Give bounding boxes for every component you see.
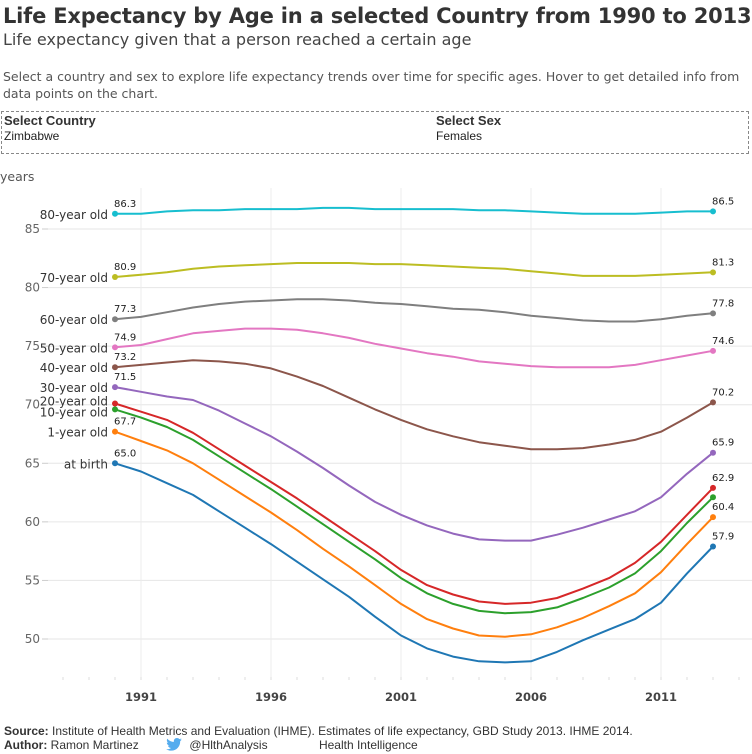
series-line-10-year-old	[114, 408, 714, 615]
y-axis-label: years	[0, 169, 34, 184]
series-name-label: 50-year old	[40, 341, 108, 355]
sex-filter[interactable]: Select Sex Females	[436, 113, 501, 143]
y-axis-ticks: 50 55 60 65 70 75 80 85	[25, 222, 48, 646]
start-point-marker	[112, 364, 118, 371]
end-point-marker	[710, 347, 716, 354]
x-tick-label: 2001	[385, 690, 417, 704]
start-point-marker	[112, 406, 118, 413]
start-value-label: 65.0	[114, 448, 136, 459]
y-tick-label: 75	[25, 339, 40, 353]
twitter-handle[interactable]: @HlthAnalysis	[189, 738, 268, 752]
end-value-label: 74.6	[712, 336, 734, 347]
country-filter-label: Select Country	[4, 113, 96, 128]
y-tick-label: 65	[25, 456, 40, 470]
source-label: Source:	[4, 724, 49, 738]
end-point-marker	[710, 514, 716, 521]
start-point-marker	[112, 384, 118, 391]
source-line: Source: Institute of Health Metrics and …	[4, 724, 633, 738]
filter-panel: Select Country Zimbabwe Select Sex Femal…	[1, 111, 749, 154]
end-point-marker	[710, 208, 716, 215]
start-point-marker	[112, 400, 118, 407]
sex-filter-value[interactable]: Females	[436, 129, 483, 143]
start-point-marker	[112, 344, 118, 351]
series-name-label: 60-year old	[40, 313, 108, 327]
country-filter-value[interactable]: Zimbabwe	[4, 129, 60, 143]
author-line: Author: Ramon Martinez @HlthAnalysis Hea…	[4, 738, 418, 754]
start-point-marker	[112, 428, 118, 435]
end-value-label: 60.4	[712, 502, 734, 513]
x-axis-ticks: 1991 1996 2001 2006 2011	[62, 677, 740, 704]
series-name-label: 1-year old	[47, 426, 108, 440]
author-label: Author:	[4, 738, 48, 752]
end-value-label: 65.9	[712, 438, 734, 449]
twitter-bird-icon[interactable]	[166, 738, 182, 754]
end-point-marker	[710, 310, 716, 317]
line-chart: years 50 55 60 65 70 75 80 85 1991 1996 2001 2006 2…	[0, 169, 752, 704]
start-value-label: 86.3	[114, 199, 136, 210]
series-name-label: 80-year old	[40, 208, 108, 222]
x-tick-label: 1996	[255, 690, 287, 704]
start-point-marker	[112, 316, 118, 323]
page-description: Select a country and sex to explore life…	[3, 69, 740, 101]
series-line-20-year-old	[114, 402, 714, 605]
series-line-50-year-old	[114, 327, 714, 369]
end-value-label: 57.9	[712, 531, 734, 542]
series-line-80-year-old	[115, 206, 713, 215]
series-name-label: at birth	[64, 457, 108, 471]
page-subtitle: Life expectancy given that a person reac…	[3, 30, 472, 49]
start-point-marker	[112, 210, 118, 217]
y-tick-label: 70	[25, 398, 40, 412]
end-value-label: 77.8	[712, 298, 734, 309]
series-labels: 80-year old 86.3 86.5 70-year old 80.9 81.3 60…	[40, 196, 735, 542]
end-point-marker	[710, 269, 716, 276]
end-point-marker	[710, 494, 716, 501]
series-lines	[112, 206, 716, 664]
end-value-label: 62.9	[712, 473, 734, 484]
end-point-marker	[710, 399, 716, 406]
y-tick-label: 50	[25, 632, 40, 646]
start-point-marker	[112, 460, 118, 467]
start-value-label: 80.9	[114, 262, 136, 273]
series-name-label: 70-year old	[40, 271, 108, 285]
source-text: Institute of Health Metrics and Evaluati…	[52, 724, 633, 738]
end-value-label: 70.2	[712, 387, 734, 398]
series-line-1-year-old	[114, 430, 714, 638]
author-name: Ramon Martinez	[50, 738, 139, 752]
end-value-label: 81.3	[712, 257, 734, 268]
y-tick-label: 80	[25, 281, 40, 295]
organization-name: Health Intelligence	[318, 738, 418, 752]
end-point-marker	[710, 484, 716, 491]
series-line-30-year-old	[114, 386, 714, 542]
start-value-label: 73.2	[114, 352, 136, 363]
series-line-70-year-old	[114, 262, 714, 278]
series-line-at-birth	[114, 462, 714, 664]
y-tick-label: 85	[25, 222, 40, 236]
series-name-label: 10-year old	[40, 405, 108, 419]
series-name-label: 20-year old	[40, 395, 108, 409]
page-title: Life Expectancy by Age in a selected Cou…	[3, 4, 752, 28]
x-tick-label: 1991	[125, 690, 157, 704]
gridlines	[48, 188, 752, 680]
country-filter[interactable]: Select Country Zimbabwe	[4, 113, 96, 143]
y-tick-label: 60	[25, 515, 40, 529]
series-line-60-year-old	[114, 298, 714, 323]
sex-filter-label: Select Sex	[436, 113, 502, 128]
series-line-40-year-old	[114, 359, 714, 451]
end-point-marker	[710, 543, 716, 550]
start-value-label: 74.9	[114, 332, 136, 343]
end-value-label: 86.5	[712, 196, 734, 207]
start-value-label: 77.3	[114, 304, 136, 315]
start-point-marker	[112, 274, 118, 281]
start-value-label: 67.7	[114, 417, 136, 428]
y-tick-label: 55	[25, 573, 40, 587]
end-point-marker	[710, 449, 716, 456]
series-name-label: 30-year old	[40, 381, 108, 395]
x-tick-label: 2006	[515, 690, 547, 704]
start-value-label: 71.5	[114, 372, 136, 383]
series-name-label: 40-year old	[40, 361, 108, 375]
x-tick-label: 2011	[645, 690, 677, 704]
